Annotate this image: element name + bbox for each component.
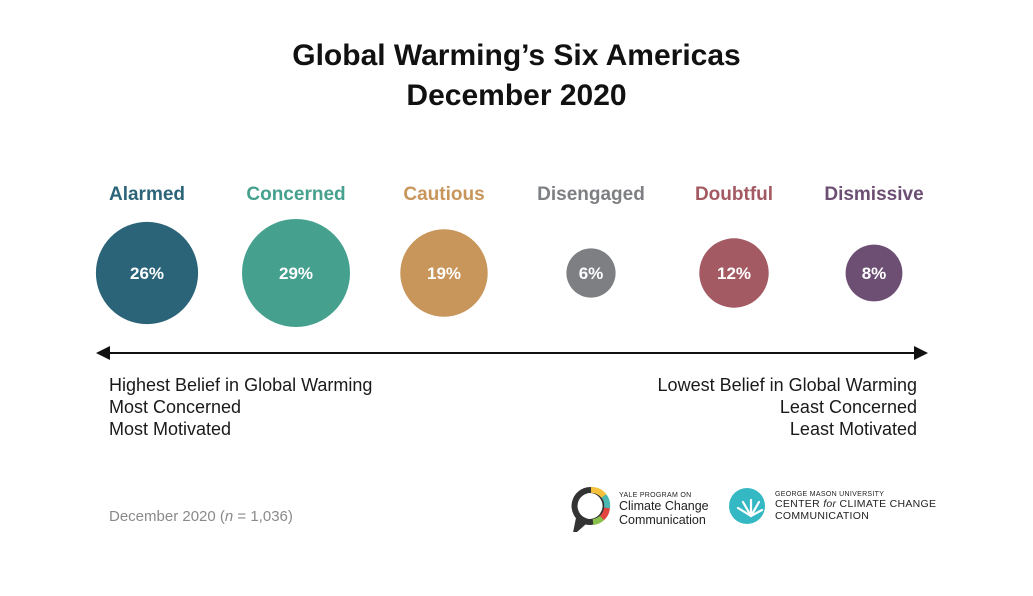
bubble-cautious bbox=[400, 229, 488, 317]
right-caption-line: Lowest Belief in Global Warming bbox=[657, 375, 917, 395]
arrow-head-right bbox=[914, 346, 928, 360]
left-caption-line: Most Concerned bbox=[109, 397, 242, 417]
gmu-logo-line2: COMMUNICATION bbox=[775, 509, 870, 522]
value-label-dismissive: 8% bbox=[862, 264, 887, 283]
footnote-prefix: December 2020 ( bbox=[109, 508, 225, 525]
gmu-logo-line1-a: CENTER bbox=[775, 497, 824, 510]
bubble-dismissive bbox=[845, 244, 903, 302]
left-caption: Highest Belief in Global Warming Most Co… bbox=[109, 374, 372, 440]
sunburst-circle-icon bbox=[729, 488, 765, 524]
yale-logo-line1: Climate Change bbox=[619, 498, 709, 513]
footnote-suffix: = 1,036) bbox=[233, 508, 293, 525]
title-line-1: Global Warming’s Six Americas bbox=[292, 39, 741, 72]
yale-logo-small: YALE PROGRAM ON bbox=[619, 491, 692, 499]
sample-footnote: December 2020 (n = 1,036) bbox=[109, 508, 293, 525]
segment-label-disengaged: Disengaged bbox=[537, 184, 645, 205]
footnote-n-symbol: n bbox=[224, 508, 234, 525]
right-caption: Lowest Belief in Global Warming Least Co… bbox=[658, 374, 917, 440]
gmu-logo-line1: CENTER for CLIMATE CHANGE bbox=[775, 498, 936, 510]
segment-label-alarmed: Alarmed bbox=[109, 184, 185, 205]
value-label-doubtful: 12% bbox=[717, 264, 751, 283]
yale-logo-line2: Communication bbox=[619, 512, 706, 527]
speech-bubble-ring-icon bbox=[571, 486, 611, 532]
right-caption-line: Least Motivated bbox=[789, 419, 917, 439]
segment-label-doubtful: Doubtful bbox=[695, 184, 773, 205]
segment-label-cautious: Cautious bbox=[403, 184, 484, 205]
value-label-alarmed: 26% bbox=[130, 264, 164, 283]
bubble-alarmed bbox=[95, 221, 199, 325]
yale-logo: YALE PROGRAM ON Climate Change Communica… bbox=[571, 486, 709, 532]
right-caption-line: Least Concerned bbox=[779, 397, 917, 417]
segment-label-dismissive: Dismissive bbox=[824, 184, 923, 205]
value-label-cautious: 19% bbox=[427, 264, 461, 283]
title-line-2: December 2020 bbox=[406, 79, 627, 112]
bubble-concerned bbox=[242, 219, 350, 327]
value-label-concerned: 29% bbox=[279, 264, 313, 283]
left-caption-line: Most Motivated bbox=[109, 419, 232, 439]
gmu-logo-line1-b: for bbox=[823, 497, 837, 510]
gmu-logo: GEORGE MASON UNIVERSITY CENTER for CLIMA… bbox=[727, 486, 936, 526]
gmu-logo-small: GEORGE MASON UNIVERSITY bbox=[775, 490, 885, 498]
bubble-doubtful bbox=[699, 238, 769, 308]
chart-title: Global Warming’s Six Americas December 2… bbox=[0, 36, 1033, 116]
gmu-logo-line1-c: CLIMATE CHANGE bbox=[836, 497, 937, 510]
segment-label-concerned: Concerned bbox=[246, 184, 345, 205]
arrow-head-left bbox=[96, 346, 110, 360]
bubble-disengaged bbox=[566, 248, 616, 298]
belief-arrow bbox=[96, 346, 928, 360]
left-caption-line: Highest Belief in Global Warming bbox=[109, 375, 373, 395]
value-label-disengaged: 6% bbox=[579, 264, 604, 283]
